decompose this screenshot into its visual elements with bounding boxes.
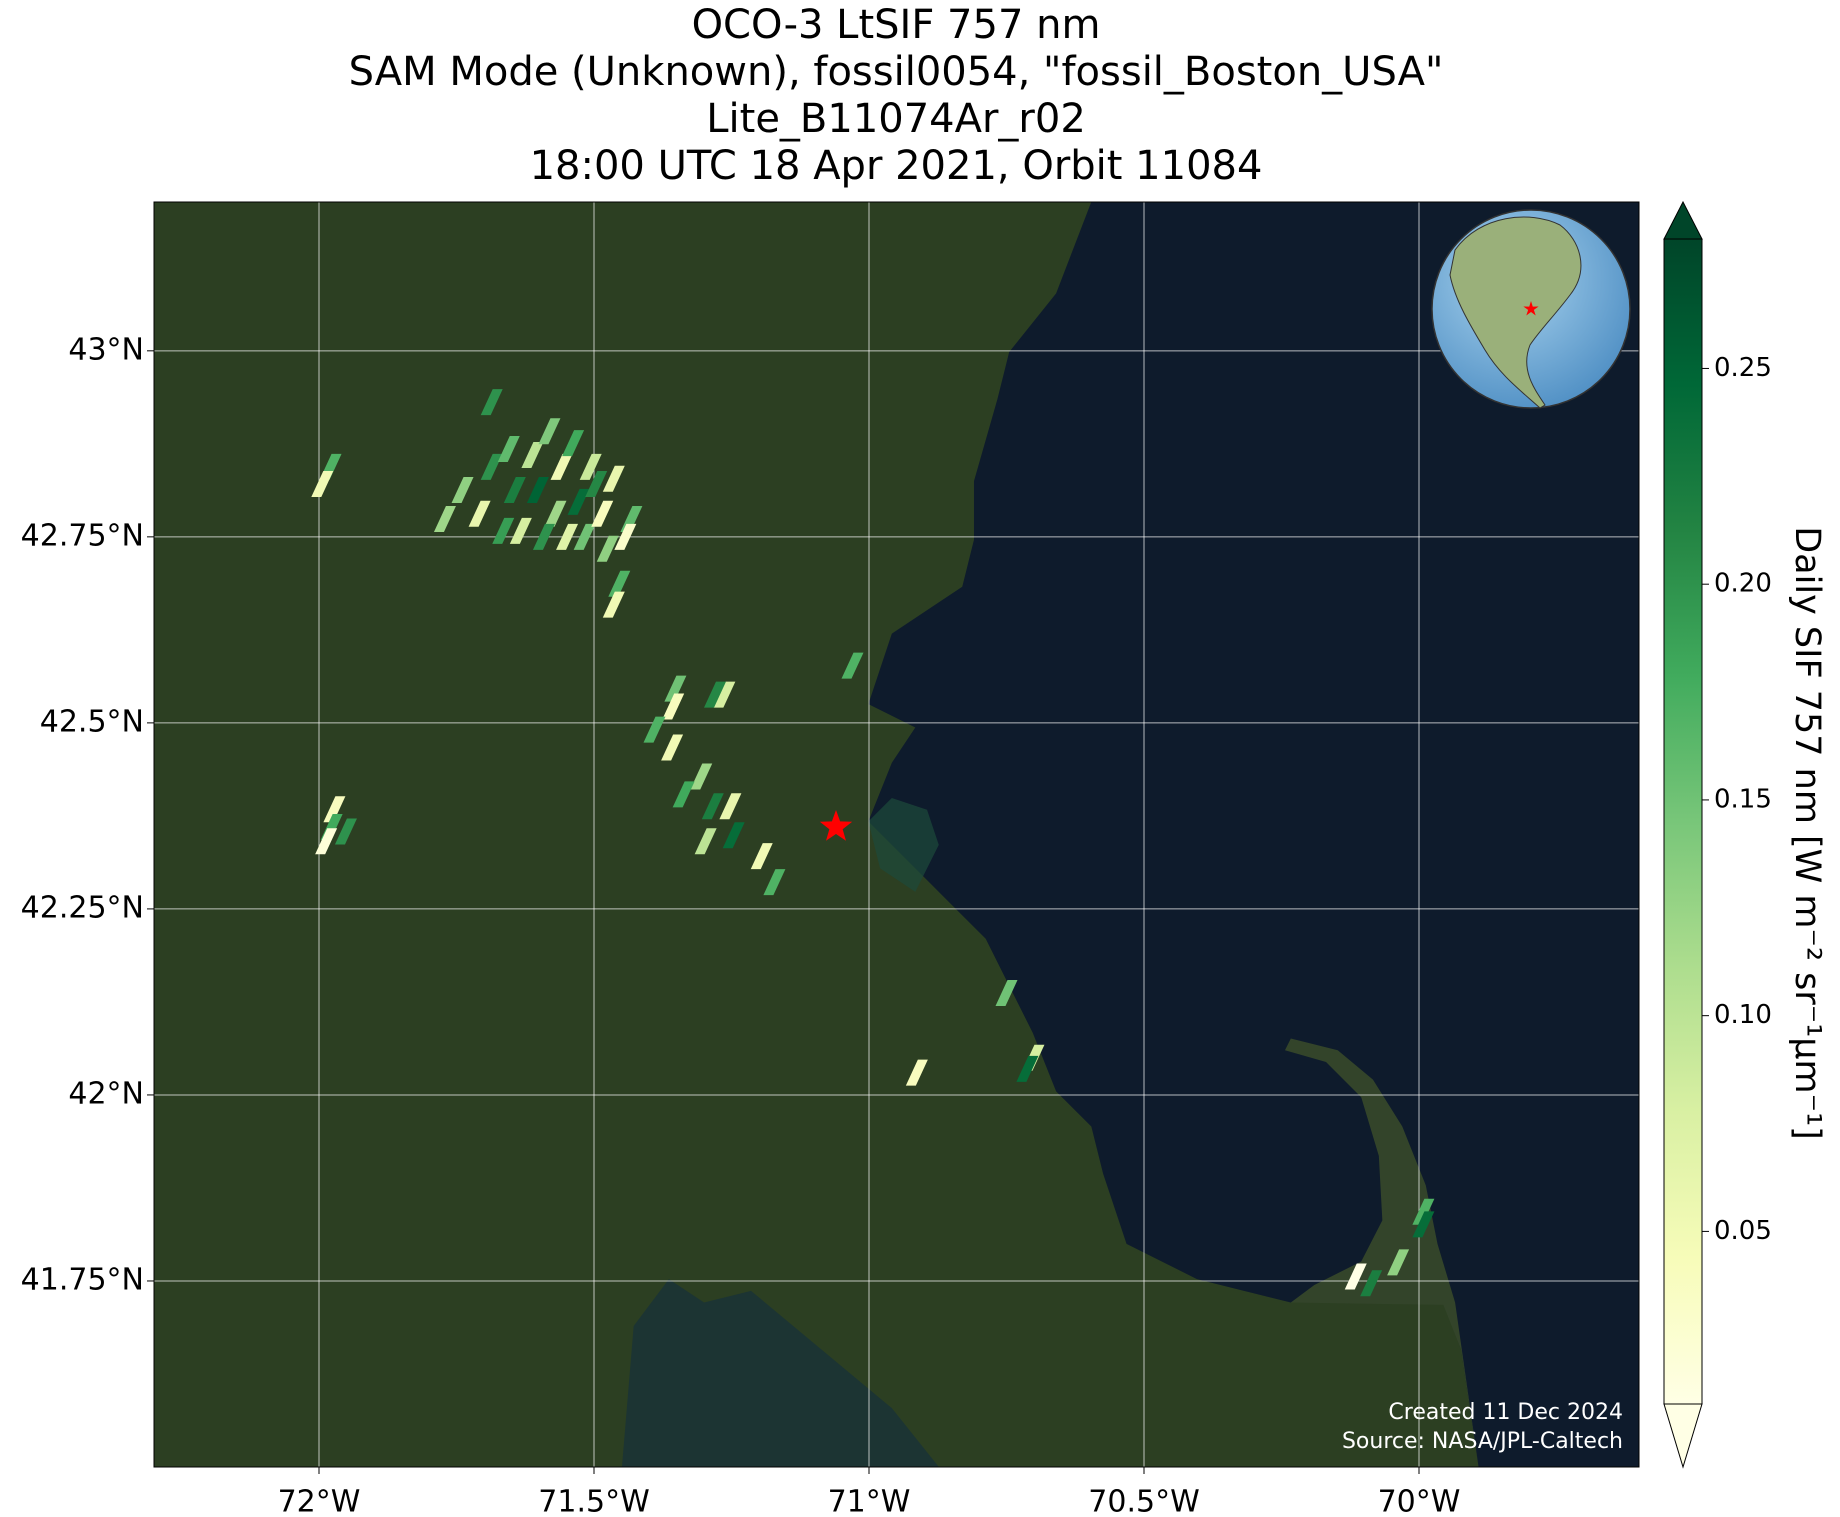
- sounding: [643, 716, 666, 743]
- sounding: [315, 828, 338, 855]
- sounding: [905, 1059, 928, 1086]
- sounding: [480, 389, 503, 416]
- sounding: [567, 488, 590, 515]
- sounding: [1360, 1270, 1383, 1297]
- sounding: [661, 734, 684, 761]
- x-tick-label: 72°W: [278, 1485, 361, 1517]
- sounding: [538, 418, 561, 445]
- sounding: [497, 436, 520, 463]
- globe-star: [1523, 301, 1539, 316]
- basemap: [154, 202, 1639, 1467]
- y-tick-label: 42.75°N: [21, 518, 144, 553]
- y-tick-label: 42.5°N: [40, 704, 144, 739]
- sounding: [664, 675, 687, 702]
- colorbar-extend-bottom: [1663, 1403, 1703, 1469]
- sounding: [521, 442, 544, 468]
- sounding: [591, 500, 614, 527]
- sounding: [544, 500, 567, 527]
- colorbar-label: Daily SIF 757 nm [W m⁻² sr⁻¹μm⁻¹]: [1787, 526, 1827, 1140]
- narragansett-bay: [621, 1279, 939, 1467]
- chart-title: SAM Mode (Unknown), fossil0054, "fossil_…: [349, 49, 1444, 95]
- sounding: [550, 453, 573, 480]
- soundings: [311, 389, 1435, 1297]
- chart-title: OCO-3 LtSIF 757 nm: [692, 2, 1101, 48]
- x-tick-label: 71°W: [828, 1485, 911, 1517]
- sounding: [480, 453, 503, 480]
- sounding: [492, 517, 515, 544]
- credit: Source: NASA/JPL-Caltech: [1342, 1429, 1623, 1454]
- credit: Created 11 Dec 2024: [1388, 1400, 1623, 1425]
- colorbar-extend-top: [1663, 200, 1703, 240]
- boston-harbor: [868, 797, 939, 892]
- sounding: [323, 796, 346, 823]
- sounding: [614, 523, 637, 550]
- sounding: [694, 828, 717, 855]
- colorbar: 0.05 0.10 0.15 0.20 0.25 Daily SIF 757 nm [W …: [1663, 200, 1827, 1469]
- colorbar-body: [1663, 238, 1703, 1405]
- sounding: [433, 505, 456, 532]
- sounding: [602, 591, 625, 618]
- sounding: [763, 869, 786, 896]
- sounding: [713, 681, 736, 708]
- sounding: [704, 681, 726, 708]
- sounding: [701, 793, 724, 820]
- sounding: [1387, 1249, 1410, 1276]
- colorbar-tick-label: 0.15: [1714, 784, 1772, 814]
- colorbar-tick-label: 0.20: [1714, 569, 1772, 599]
- sounding: [1344, 1263, 1367, 1290]
- chart-title: 18:00 UTC 18 Apr 2021, Orbit 11084: [530, 143, 1263, 189]
- sounding: [562, 430, 585, 457]
- sounding: [585, 471, 608, 498]
- sounding: [509, 517, 532, 544]
- plot-frame: [153, 201, 1640, 1468]
- sounding: [1412, 1211, 1435, 1238]
- x-tick-label: 71.5°W: [538, 1485, 649, 1517]
- sounding: [662, 693, 685, 720]
- sounding: [526, 476, 549, 503]
- sounding: [672, 781, 695, 808]
- target-star: [819, 810, 853, 841]
- sounding: [719, 793, 742, 820]
- y-tick-label: 42°N: [68, 1076, 144, 1111]
- y-tick-label: 41.75°N: [21, 1262, 144, 1297]
- y-tick-label: 43°N: [68, 332, 144, 367]
- sounding: [596, 535, 619, 562]
- sounding: [1016, 1055, 1039, 1082]
- sounding: [451, 476, 474, 503]
- sounding: [608, 570, 631, 597]
- sounding: [556, 523, 579, 550]
- sounding: [841, 652, 864, 679]
- cape-cod: [1284, 1038, 1479, 1467]
- sounding: [1412, 1198, 1435, 1225]
- colorbar-tick-label: 0.05: [1714, 1216, 1772, 1246]
- sounding: [995, 979, 1018, 1006]
- sounding: [503, 476, 526, 503]
- sounding: [532, 523, 555, 550]
- sounding: [602, 465, 625, 492]
- sounding: [311, 471, 334, 498]
- y-tick-label: 42.25°N: [21, 890, 144, 925]
- sounding: [722, 822, 745, 849]
- grid: [147, 202, 1639, 1474]
- colorbar-tick-label: 0.25: [1714, 353, 1772, 383]
- sounding: [690, 763, 713, 790]
- sounding: [468, 500, 491, 527]
- sounding: [334, 818, 357, 845]
- x-tick-label: 70°W: [1378, 1485, 1461, 1517]
- sounding: [573, 523, 596, 550]
- sounding: [750, 843, 773, 870]
- ocean: [868, 202, 1639, 1467]
- chart-title: Lite_B11074Ar_r02: [706, 96, 1086, 142]
- sounding: [579, 453, 602, 480]
- colorbar-tick-label: 0.10: [1714, 1000, 1772, 1030]
- x-tick-label: 70.5°W: [1088, 1485, 1199, 1517]
- north-america: [1449, 216, 1582, 409]
